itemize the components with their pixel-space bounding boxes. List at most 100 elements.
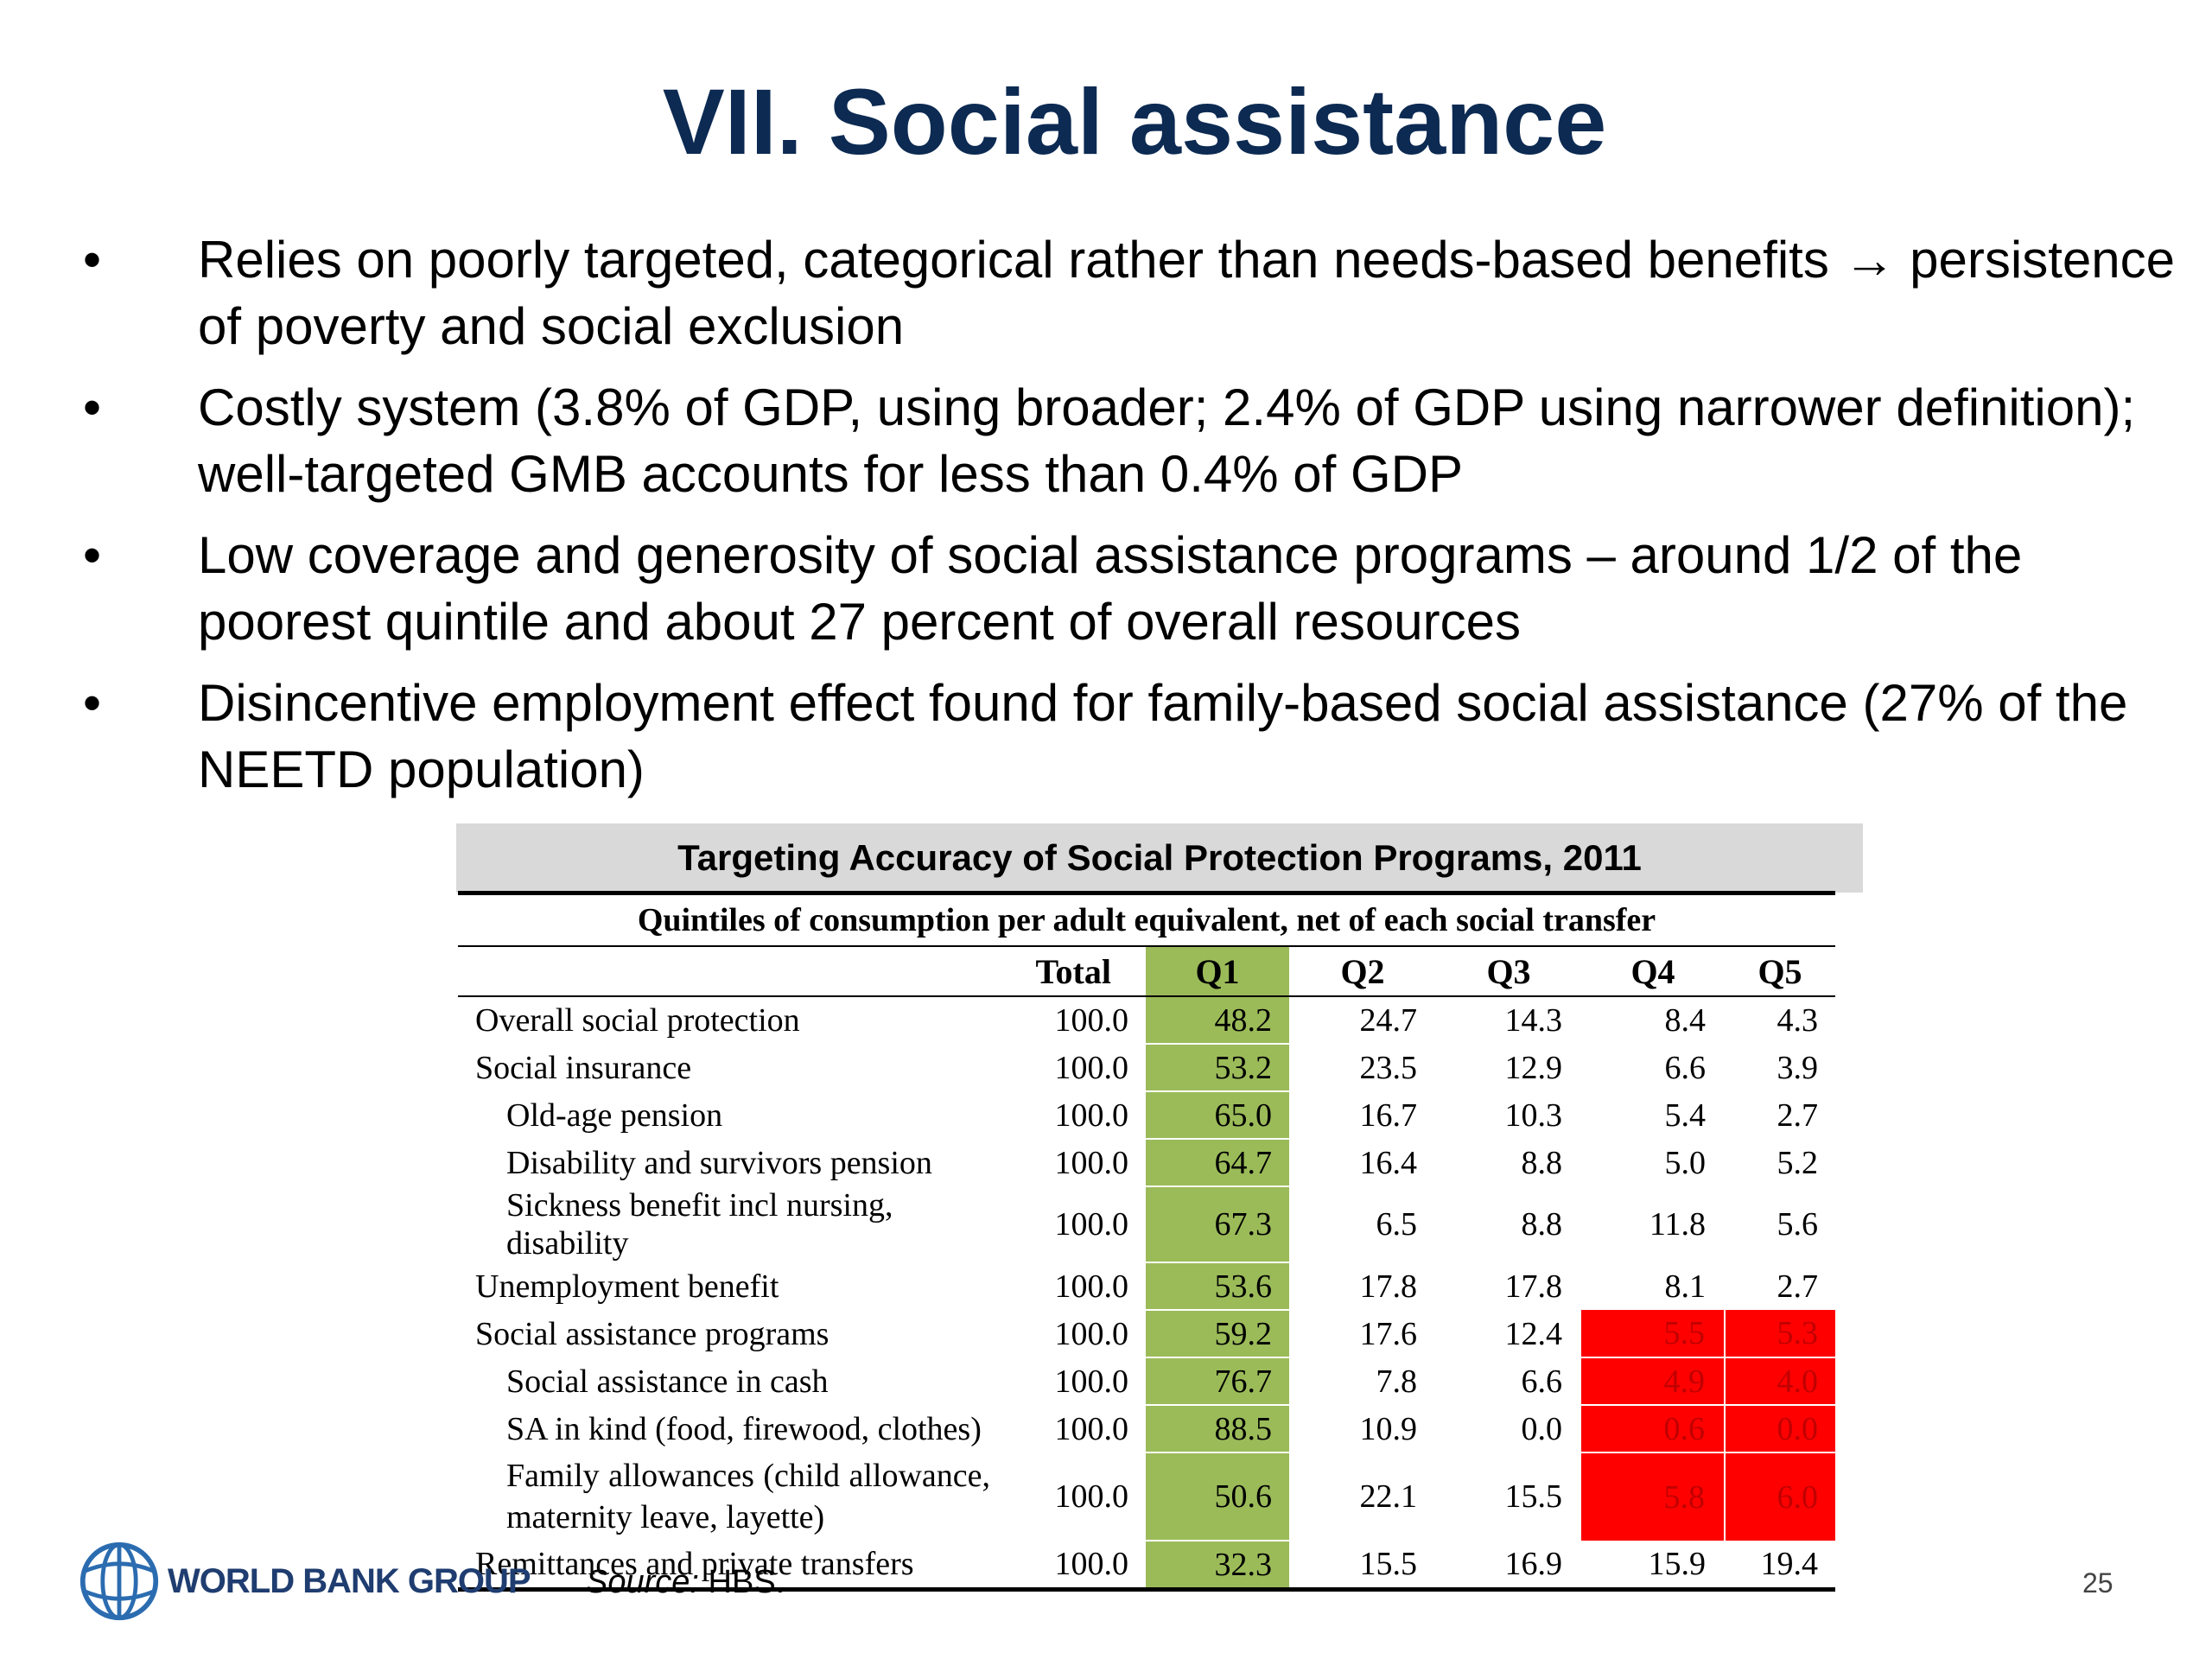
row-label: SA in kind (food, firewood, clothes) xyxy=(506,1410,982,1447)
bullet-item: • Relies on poorly targeted, categorical … xyxy=(78,226,2195,359)
table-cell: 16.4 xyxy=(1359,1144,1418,1181)
row-label: Disability and survivors pension xyxy=(506,1144,932,1181)
source-value: HBS. xyxy=(698,1564,785,1600)
table-row: Sickness benefit incl nursing, disabilit… xyxy=(458,1185,1835,1262)
table-cell: 7.8 xyxy=(1376,1363,1418,1400)
table-cell: 100.0 xyxy=(1054,1206,1129,1243)
table-cell: 88.5 xyxy=(1146,1404,1289,1452)
table-cell: 100.0 xyxy=(1054,1002,1129,1039)
bullet-item: • Costly system (3.8% of GDP, using broad… xyxy=(78,374,2195,507)
row-label: Overall social protection xyxy=(475,1002,800,1039)
table-cell: 6.6 xyxy=(1521,1363,1563,1400)
table-row: Family allowances (child allowance, mate… xyxy=(458,1452,1835,1541)
table-row: Social assistance programs 100.0 59.2 17.6 1… xyxy=(458,1309,1835,1357)
table-cell: 100.0 xyxy=(1054,1268,1129,1305)
source-note: Source: HBS. xyxy=(586,1564,785,1601)
table-cell: 0.6 xyxy=(1581,1404,1725,1452)
table-cell: 5.2 xyxy=(1777,1144,1819,1181)
table-cell: 53.2 xyxy=(1146,1043,1289,1091)
table-cell: 4.9 xyxy=(1581,1357,1725,1405)
row-label: Social insurance xyxy=(475,1049,692,1086)
bullet-text: Low coverage and generosity of social as… xyxy=(198,526,2023,651)
column-header: Q1 xyxy=(1146,946,1289,997)
bullet-symbol: • xyxy=(83,231,102,289)
page-title: VII. Social assistance xyxy=(662,69,1607,174)
table-cell: 100.0 xyxy=(1054,1315,1129,1352)
table-cell: 12.9 xyxy=(1504,1049,1563,1086)
table-cell: 16.7 xyxy=(1359,1096,1418,1134)
globe-icon xyxy=(79,1541,159,1621)
logo-text: WORLD BANK GROUP xyxy=(168,1561,531,1600)
row-label: Old-age pension xyxy=(506,1096,723,1134)
row-label: Remittances and private transfers xyxy=(458,1541,1002,1592)
table-title: Targeting Accuracy of Social Protection … xyxy=(456,823,1863,893)
bullet-symbol: • xyxy=(83,526,102,584)
table-subtitle: Quintiles of consumption per adult equiv… xyxy=(458,895,1835,947)
table-row: Remittances and private transfers 100.0 32… xyxy=(458,1540,1835,1592)
bullet-text: Relies on poorly targeted, categorical r… xyxy=(198,231,2175,355)
table-cell: 4.0 xyxy=(1724,1357,1835,1405)
table-cell: 8.4 xyxy=(1664,1002,1707,1039)
table-cell: 11.8 xyxy=(1649,1206,1706,1243)
table-cell: 24.7 xyxy=(1359,1002,1418,1039)
bullet-item: • Disincentive employment effect found fo… xyxy=(78,670,2195,803)
table-cell: 48.2 xyxy=(1146,996,1289,1044)
table-cell: 100.0 xyxy=(1054,1049,1129,1086)
table-cell: 0.0 xyxy=(1724,1404,1835,1452)
table-row: Disability and survivors pension 100.0 64.… xyxy=(458,1138,1835,1186)
column-header-label xyxy=(458,946,1002,997)
page-number: 25 xyxy=(2082,1567,2113,1599)
table-cell: 100.0 xyxy=(1054,1478,1129,1515)
table-cell: 4.3 xyxy=(1777,1002,1819,1039)
table-cell: 23.5 xyxy=(1359,1049,1418,1086)
table-cell: 100.0 xyxy=(1054,1363,1129,1400)
table-cell: 67.3 xyxy=(1146,1185,1289,1262)
table-cell: 8.1 xyxy=(1664,1268,1707,1305)
table-cell: 8.8 xyxy=(1521,1144,1563,1181)
bullet-symbol: • xyxy=(83,378,102,436)
table-row: SA in kind (food, firewood, clothes) 100.… xyxy=(458,1404,1835,1452)
column-header: Total xyxy=(1002,946,1146,997)
table-cell: 100.0 xyxy=(1054,1410,1129,1447)
row-label: Unemployment benefit xyxy=(475,1268,779,1305)
table-cell: 2.7 xyxy=(1777,1096,1819,1134)
table-cell: 5.5 xyxy=(1581,1310,1725,1357)
column-header: Q4 xyxy=(1581,946,1725,997)
table-cell: 59.2 xyxy=(1146,1309,1289,1357)
targeting-table: Quintiles of consumption per adult equiv… xyxy=(458,891,1835,1592)
table-cell: 5.8 xyxy=(1581,1452,1725,1541)
bullet-text: Disincentive employment effect found for… xyxy=(198,674,2128,798)
table-row: Unemployment benefit 100.0 53.6 17.8 17.8 8.1… xyxy=(458,1262,1835,1310)
bullet-list: • Relies on poorly targeted, categorical … xyxy=(78,226,2195,817)
table-row: Social insurance 100.0 53.2 23.5 12.9 6.6 3.9 xyxy=(458,1043,1835,1091)
table-cell: 10.3 xyxy=(1504,1096,1563,1134)
table-cell: 6.5 xyxy=(1376,1206,1418,1243)
table-row: Overall social protection 100.0 48.2 24.7 14… xyxy=(458,996,1835,1044)
table-cell: 100.0 xyxy=(1002,1541,1146,1592)
table-cell: 5.0 xyxy=(1664,1144,1707,1181)
bullet-item: • Low coverage and generosity of social a… xyxy=(78,522,2195,655)
table-cell: 53.6 xyxy=(1146,1262,1289,1310)
table-cell: 32.3 xyxy=(1146,1540,1289,1592)
table-cell: 5.3 xyxy=(1724,1310,1835,1357)
table-cell: 2.7 xyxy=(1777,1268,1819,1305)
table-cell: 22.1 xyxy=(1359,1478,1418,1515)
table-cell: 17.8 xyxy=(1504,1268,1563,1305)
table-cell: 5.6 xyxy=(1777,1206,1819,1243)
source-label: Source: xyxy=(586,1564,699,1600)
bullet-symbol: • xyxy=(83,674,102,732)
row-label: Sickness benefit incl nursing, disabilit… xyxy=(506,1187,893,1262)
table-cell: 6.6 xyxy=(1664,1049,1707,1086)
row-label: Social assistance programs xyxy=(475,1315,830,1352)
table-cell: 100.0 xyxy=(1054,1096,1129,1134)
table-cell: 0.0 xyxy=(1521,1410,1563,1447)
table-cell: 16.9 xyxy=(1436,1541,1581,1592)
table-cell: 3.9 xyxy=(1777,1049,1819,1086)
column-header: Q5 xyxy=(1725,946,1835,997)
table-cell: 5.4 xyxy=(1664,1096,1707,1134)
table-cell: 10.9 xyxy=(1359,1410,1418,1447)
table-cell: 64.7 xyxy=(1146,1138,1289,1186)
table-row: Social assistance in cash 100.0 76.7 7.8 6.6… xyxy=(458,1357,1835,1405)
table-cell: 12.4 xyxy=(1504,1315,1563,1352)
table-cell: 76.7 xyxy=(1146,1357,1289,1405)
